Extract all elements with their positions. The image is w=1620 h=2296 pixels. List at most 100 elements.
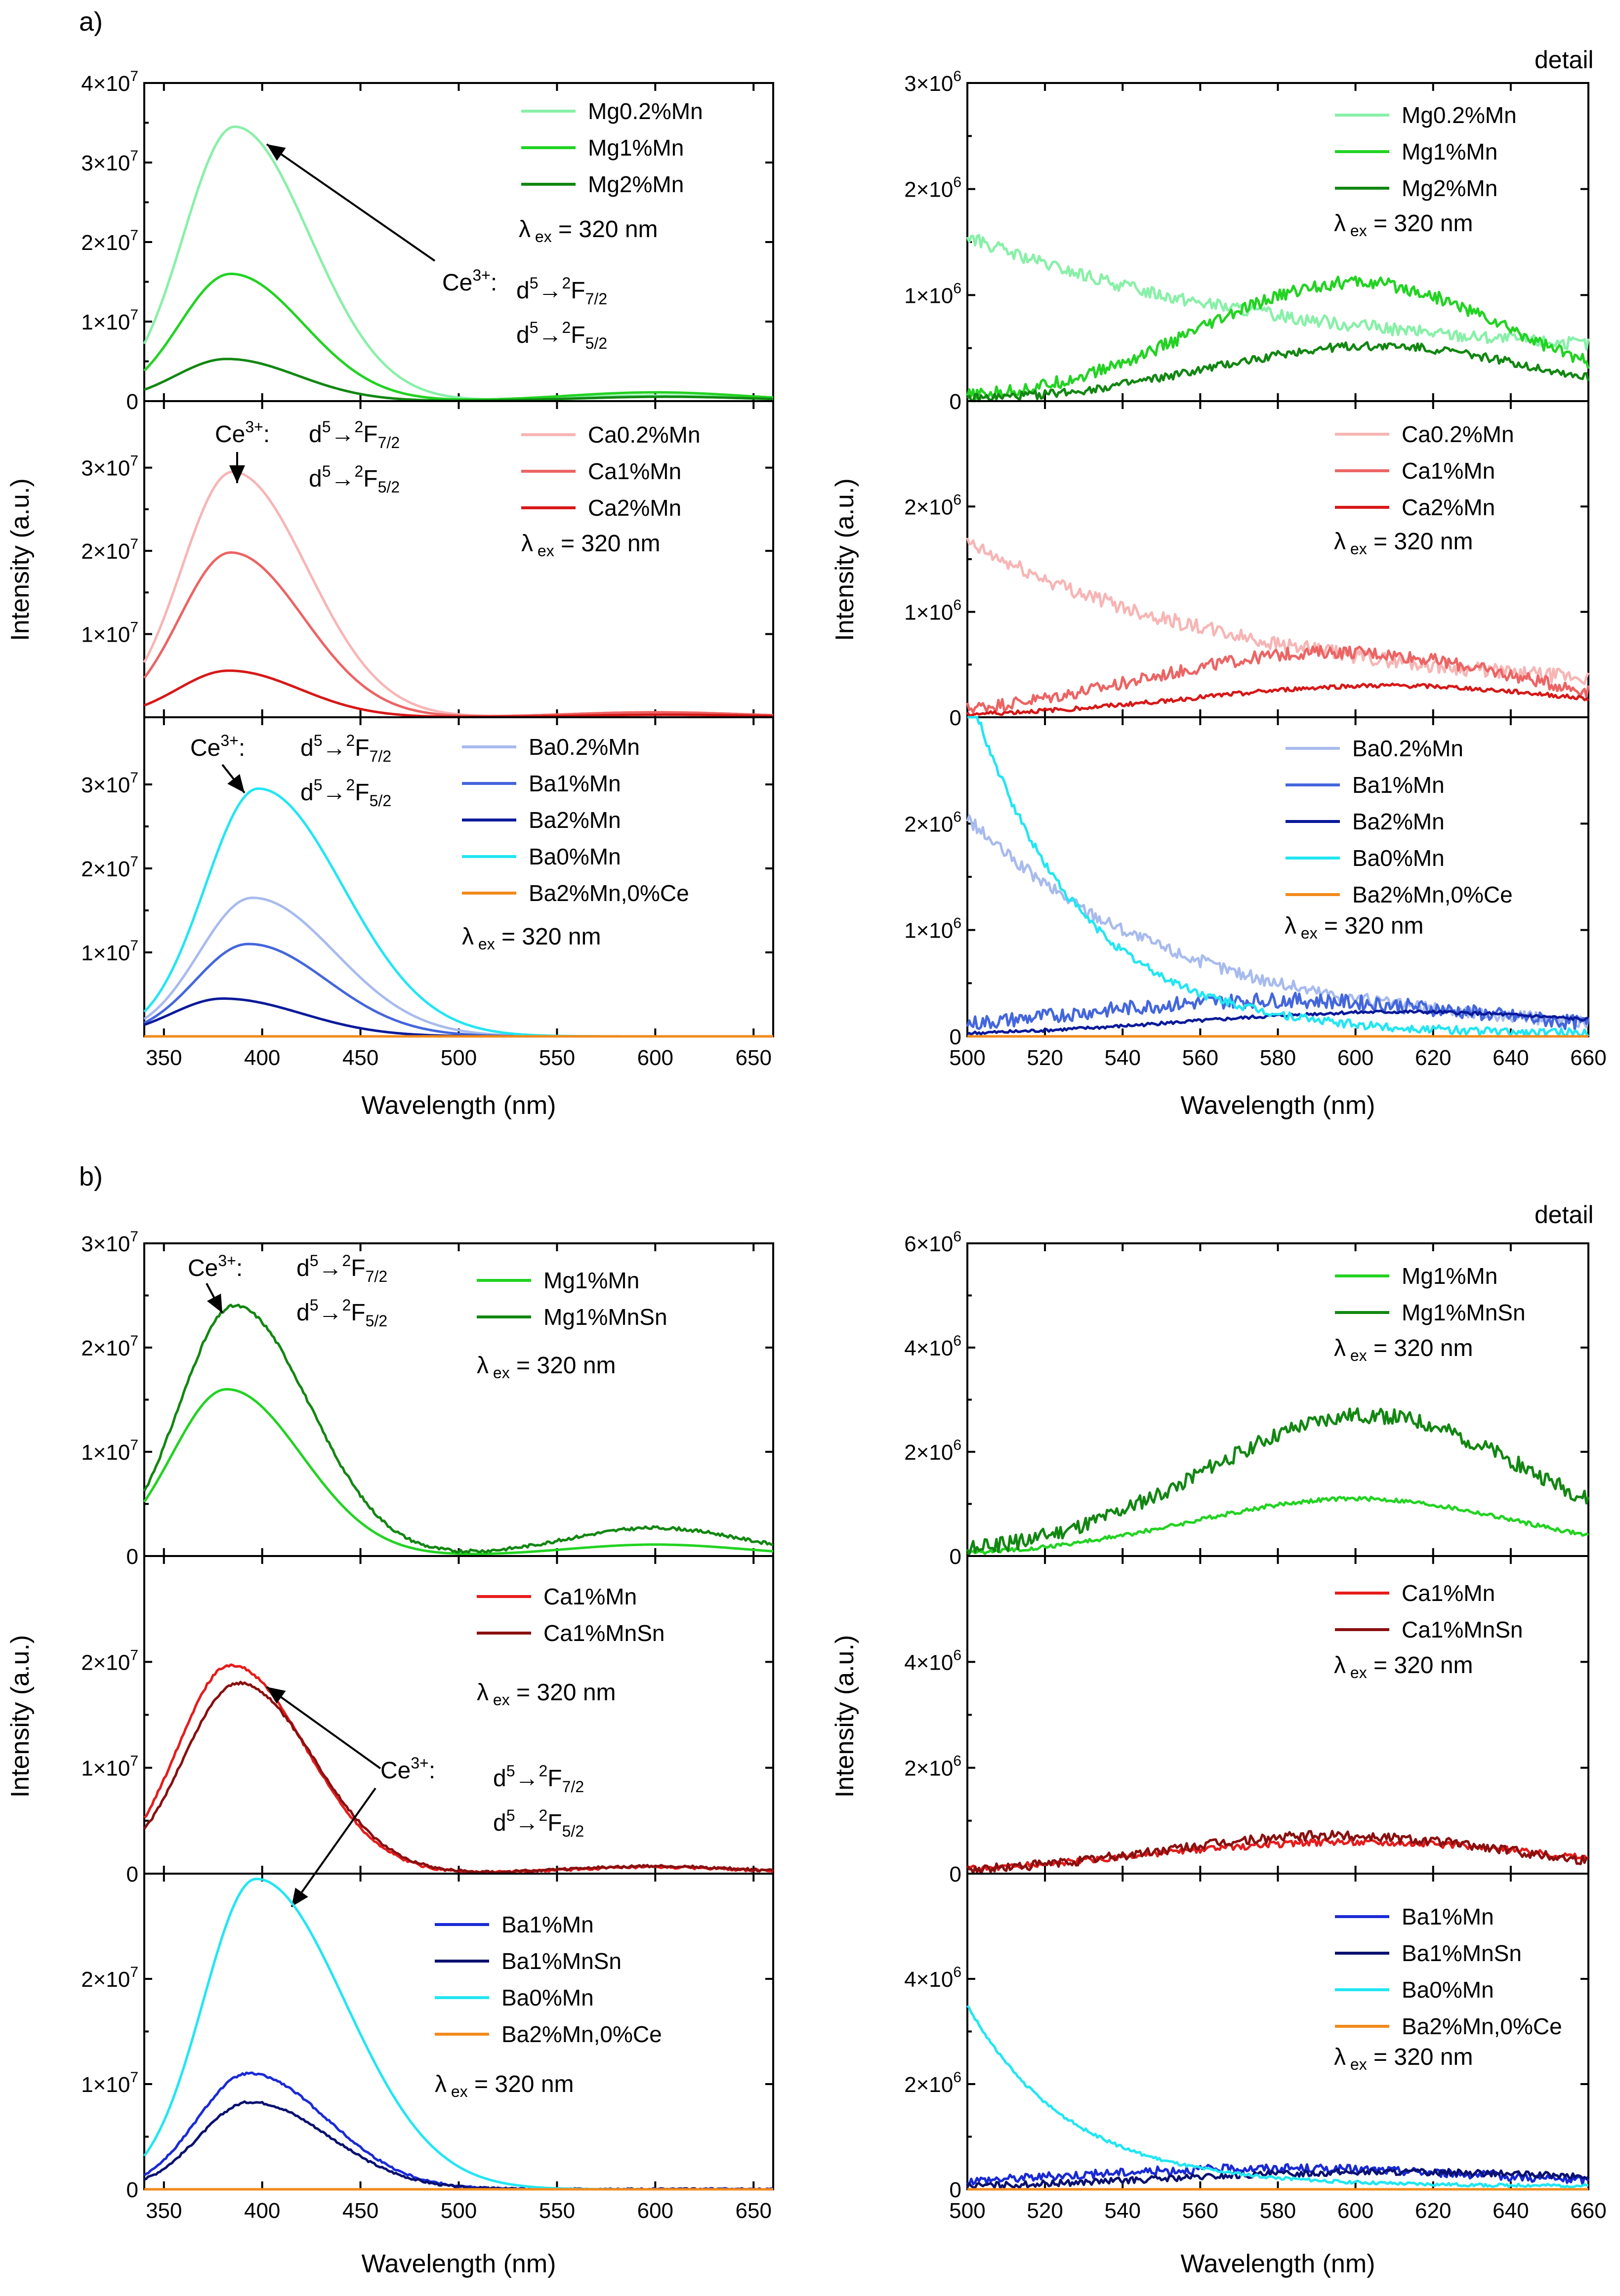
ce-transition-f52: d5→2F5/2	[493, 1806, 584, 1840]
x-tick-label: 640	[1493, 1046, 1529, 1070]
x-tick-label: 450	[342, 2199, 378, 2223]
panel-label: b)	[79, 1162, 103, 1191]
y-tick-label: 1×107	[81, 307, 138, 334]
legend-label: Ca0.2%Mn	[588, 422, 701, 448]
series-line-Mg1%Mn	[143, 1388, 774, 1556]
series-line-Ba1%MnSn	[966, 2168, 1589, 2189]
x-tick-label: 620	[1415, 2199, 1451, 2223]
legend-label: Ba1%Mn	[1402, 1904, 1494, 1929]
y-tick-label: 0	[126, 1862, 138, 1886]
legend-label: Ca0.2%Mn	[1402, 421, 1514, 447]
chart-b-right: detail 0 2×106 4×106 6×106 Mg1%Mn Mg1%MnSn λ ex…	[831, 1201, 1607, 2278]
y-tick-label: 4×106	[904, 1647, 961, 1675]
x-axis-label: Wavelength (nm)	[1181, 2250, 1375, 2278]
series-line-Ca2%Mn	[966, 682, 1589, 717]
excitation-label: λ ex = 320 nm	[1334, 529, 1473, 558]
y-axis-label: Intensity (a.u.)	[6, 1635, 35, 1798]
y-tick-label: 2×106	[904, 1437, 961, 1465]
legend-label: Ca2%Mn	[1402, 494, 1495, 520]
x-tick-label: 650	[736, 1046, 772, 1070]
y-tick-label: 2×107	[81, 536, 138, 564]
legend-label: Ba0%Mn	[1402, 1977, 1494, 2003]
excitation-label: λ ex = 320 nm	[477, 1353, 616, 1382]
chart-root: a) 0 1×107 2×107 3×107 4×107 Mg0.2%Mn Mg1%Mn Mg2…	[6, 7, 1607, 2278]
ce-transition-label: Ce3+:	[190, 732, 245, 761]
corner-label: detail	[1535, 46, 1594, 74]
y-axis-label: Intensity (a.u.)	[831, 1635, 859, 1798]
legend-label: Mg2%Mn	[588, 171, 684, 197]
chart-a-right: detail 0 1×106 2×106 3×106 Mg0.2%Mn Mg1%Mn Mg2%…	[831, 46, 1607, 1120]
legend-label: Ca1%Mn	[1402, 1580, 1495, 1606]
x-tick-label: 620	[1415, 1046, 1451, 1070]
legend-label: Mg1%Mn	[1402, 1263, 1497, 1289]
chart-b-left: b) 0 1×107 2×107 3×107 Mg1%Mn Mg1%MnSn λ ex = 3…	[6, 1162, 774, 2278]
y-tick-label: 2×106	[904, 809, 961, 836]
series-line-Ca1%Mn	[966, 645, 1590, 714]
legend-label: Ba1%Mn	[1352, 772, 1445, 798]
ce-transition-label: Ce3+:	[188, 1252, 243, 1281]
legend-label: Mg1%MnSn	[1402, 1300, 1526, 1325]
series-line-Mg2%Mn	[966, 341, 1590, 403]
series-line-Mg1%Mn	[967, 1495, 1589, 1555]
legend-label: Ba0.2%Mn	[1352, 736, 1463, 761]
chart-a-left: a) 0 1×107 2×107 3×107 4×107 Mg0.2%Mn Mg1%Mn Mg2…	[6, 7, 774, 1120]
ce-transition-f52: d5→2F5/2	[309, 462, 400, 496]
y-tick-label: 1×107	[81, 619, 138, 647]
ce-transition-f72: d5→2F7/2	[296, 1252, 387, 1285]
y-tick-label: 3×106	[904, 68, 961, 96]
y-tick-label: 2×106	[904, 174, 961, 202]
y-tick-label: 4×106	[904, 1333, 961, 1360]
excitation-label: λ ex = 320 nm	[1285, 913, 1424, 942]
x-tick-label: 580	[1260, 1046, 1296, 1070]
ce-arrow	[221, 764, 246, 794]
ce-transition-f72: d5→2F7/2	[516, 274, 607, 308]
excitation-label: λ ex = 320 nm	[435, 2071, 574, 2100]
y-tick-label: 6×106	[904, 1229, 961, 1256]
x-tick-label: 600	[637, 2199, 673, 2223]
y-tick-label: 2×106	[904, 492, 961, 519]
subplot: 0 2×106 4×106 6×106 Mg1%Mn Mg1%MnSn λ ex = 320…	[904, 1229, 1590, 1569]
y-tick-label: 0	[950, 1545, 961, 1569]
ce-arrow	[266, 1686, 381, 1769]
subplot: 0 1×106 2×106 500 520 540 560 580 600 620 640 660 Ba…	[904, 716, 1607, 1070]
panel-label: a)	[79, 7, 103, 37]
y-axis-label: Intensity (a.u.)	[831, 478, 859, 641]
legend-label: Ba1%Mn	[529, 771, 621, 796]
y-tick-label: 0	[126, 1545, 138, 1569]
x-tick-label: 540	[1105, 2199, 1141, 2223]
x-tick-label: 450	[342, 1046, 378, 1070]
y-tick-label: 1×107	[81, 2069, 138, 2097]
legend-label: Ca2%Mn	[588, 495, 681, 521]
y-tick-label: 1×106	[904, 915, 961, 943]
y-tick-label: 0	[126, 390, 138, 414]
x-tick-label: 660	[1570, 2199, 1606, 2223]
subplot: 1×107 2×107 3×107 350 400 450 500 550 600 650 Ba0.…	[81, 716, 774, 1070]
legend-label: Ba1%MnSn	[1402, 1940, 1522, 1966]
x-axis-label: Wavelength (nm)	[362, 2250, 556, 2278]
legend-label: Mg1%Mn	[543, 1268, 639, 1293]
y-tick-label: 3×107	[81, 770, 138, 797]
ce-transition-f52: d5→2F5/2	[516, 319, 607, 352]
y-tick-label: 2×107	[81, 1333, 138, 1360]
legend-label: Ba2%Mn,0%Ce	[1402, 2013, 1562, 2039]
x-tick-label: 400	[244, 2199, 280, 2223]
legend-label: Ba2%Mn,0%Ce	[1352, 882, 1513, 907]
y-tick-label: 2×107	[81, 1964, 138, 1992]
ce-arrow	[266, 143, 436, 262]
legend-label: Ca1%Mn	[588, 458, 681, 484]
legend-label: Ba0%Mn	[501, 1985, 594, 2010]
series-line-Ca1%MnSn	[966, 1830, 1589, 1875]
x-tick-label: 500	[441, 2199, 477, 2223]
series-line-Mg1%MnSn	[143, 1304, 774, 1554]
x-tick-label: 560	[1182, 2199, 1218, 2223]
legend-label: Ca1%Mn	[1402, 458, 1495, 484]
x-tick-label: 540	[1105, 1046, 1141, 1070]
ce-transition-f72: d5→2F7/2	[300, 732, 391, 765]
x-tick-label: 350	[146, 2199, 182, 2223]
x-tick-label: 600	[1337, 2199, 1373, 2223]
legend-label: Ba2%Mn,0%Ce	[529, 880, 689, 906]
x-tick-label: 520	[1027, 2199, 1063, 2223]
x-tick-label: 650	[736, 2199, 772, 2223]
y-tick-label: 2×107	[81, 1647, 138, 1675]
excitation-label: λ ex = 320 nm	[1334, 1652, 1473, 1681]
